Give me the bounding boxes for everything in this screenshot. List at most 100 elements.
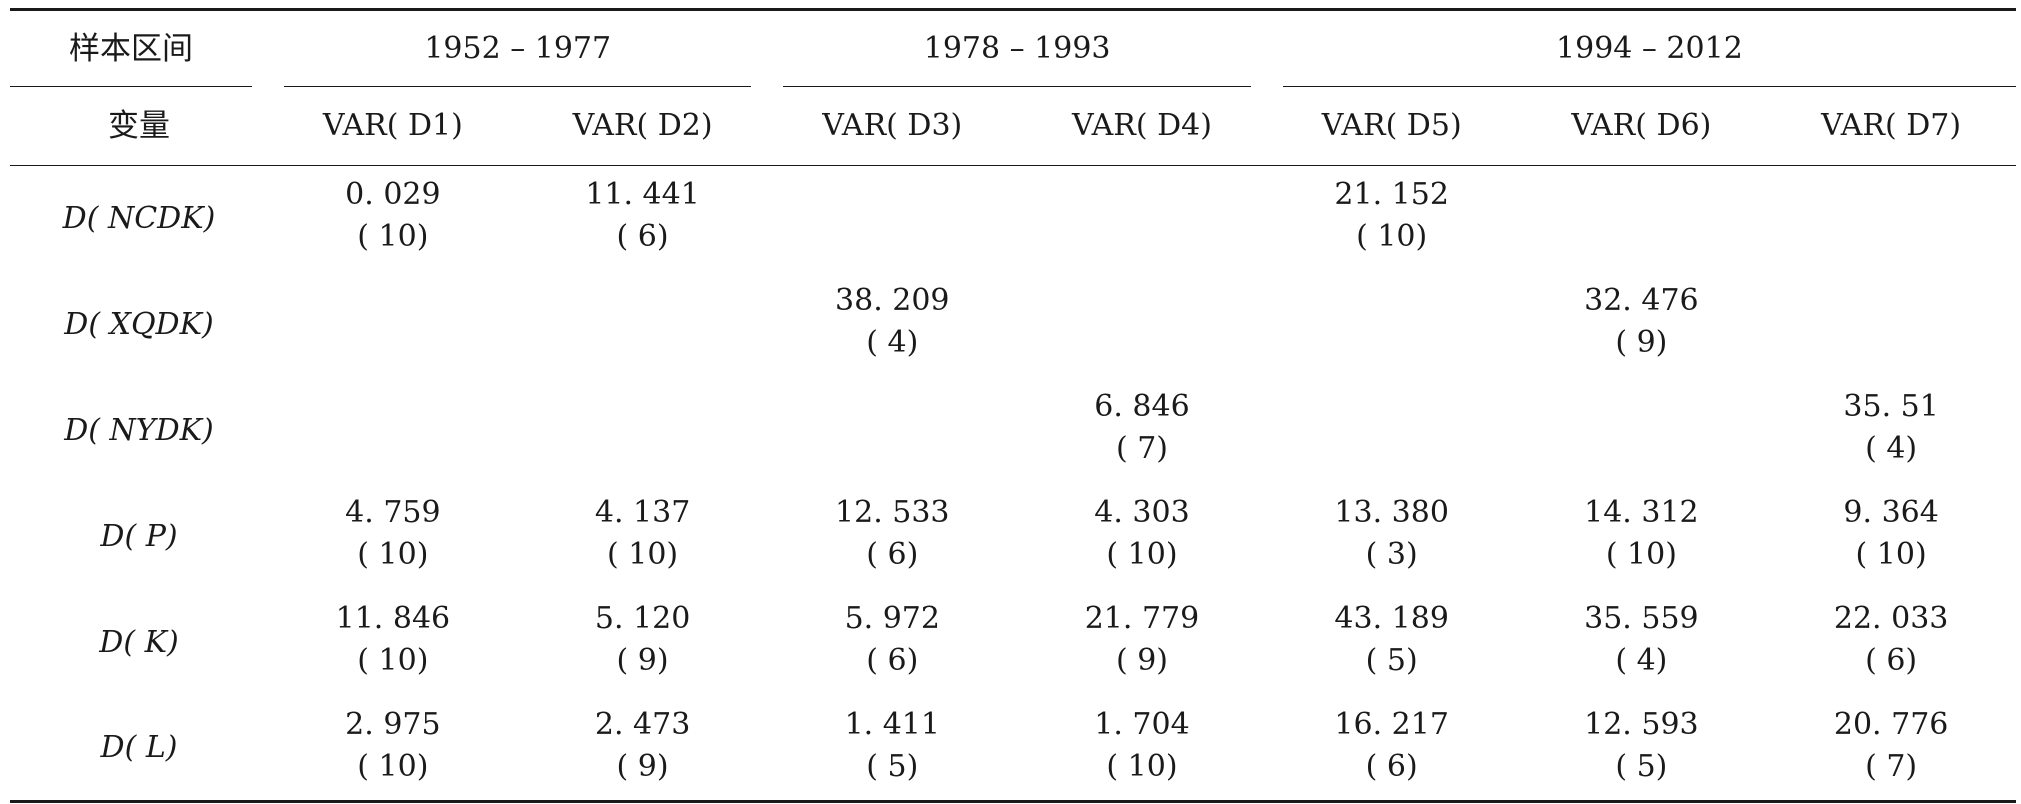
statistic-value: 4. 759 (345, 494, 441, 530)
lag-order: ( 10) (1855, 536, 1927, 572)
var-results-table: 样本区间 1952 – 1977 1978 – 1993 1994 – 2012… (10, 8, 2016, 803)
statistic-value: 12. 593 (1584, 706, 1699, 742)
lag-order: ( 9) (616, 748, 669, 784)
lag-order: ( 7) (1865, 748, 1918, 784)
statistic-value: 21. 779 (1084, 600, 1200, 636)
table-cell (1517, 166, 1767, 272)
lag-order: ( 3) (1365, 536, 1418, 572)
period-label: 1994 – 2012 (1282, 12, 2016, 87)
lag-order: ( 10) (357, 642, 429, 678)
statistic-value: 35. 51 (1843, 388, 1939, 424)
lag-order: ( 9) (1115, 642, 1168, 678)
table-row: D( L) 2. 975 ( 10) 2. 473 ( 9) 1. 411 ( 5) 1. 7… (10, 695, 2016, 803)
table-cell: 2. 473 ( 9) (517, 695, 768, 803)
variable-header-row: 变量 VAR( D1) VAR( D2) VAR( D3) VAR( D4) V… (10, 87, 2016, 166)
period-header-3: 1994 – 2012 (1266, 8, 2016, 87)
statistic-value: 2. 473 (594, 706, 691, 742)
lag-order: ( 4) (866, 324, 919, 360)
table-cell (1017, 166, 1267, 272)
statistic-value: 6. 846 (1094, 388, 1190, 424)
statistic-value: 22. 033 (1833, 600, 1949, 636)
table-cell: 21. 152 ( 10) (1267, 166, 1517, 272)
table-cell: 35. 51 ( 4) (1766, 378, 2016, 484)
table-cell: 9. 364 ( 10) (1766, 484, 2016, 590)
lag-order: ( 6) (616, 219, 669, 254)
period-header-1: 1952 – 1977 (268, 8, 768, 87)
lag-order: ( 10) (357, 536, 429, 572)
table-cell: 4. 303 ( 10) (1017, 484, 1267, 590)
statistic-value: 5. 120 (594, 600, 691, 636)
statistic-value: 2. 975 (345, 706, 441, 742)
period-header-row: 样本区间 1952 – 1977 1978 – 1993 1994 – 2012 (10, 8, 2016, 87)
lag-order: ( 4) (1865, 430, 1918, 466)
table-cell: 32. 476 ( 9) (1517, 272, 1767, 378)
table-cell: 4. 759 ( 10) (268, 484, 518, 590)
column-header: VAR( D7) (1766, 87, 2016, 166)
table-cell: 5. 120 ( 9) (518, 590, 768, 696)
lag-order: ( 9) (1615, 324, 1668, 360)
statistic-value: 9. 364 (1843, 494, 1939, 530)
statistic-value: 5. 972 (844, 600, 940, 636)
statistic-value: 21. 152 (1334, 177, 1449, 212)
lag-order: ( 6) (1365, 748, 1418, 784)
table-cell (767, 166, 1017, 272)
period-label: 1978 – 1993 (783, 12, 1251, 87)
statistic-value: 13. 380 (1334, 494, 1449, 530)
table-cell: 5. 972 ( 6) (767, 590, 1017, 696)
statistic-value: 4. 303 (1094, 494, 1190, 530)
table-cell (1517, 378, 1767, 484)
row-label: D( P) (100, 518, 178, 554)
statistic-value: 20. 776 (1833, 706, 1949, 742)
lag-order: ( 6) (1865, 642, 1918, 678)
statistic-value: 32. 476 (1584, 282, 1699, 318)
table-row: D( XQDK) 38. 209 ( 4) 32. 476 ( 9) (10, 272, 2016, 378)
table-cell: 21. 779 ( 9) (1017, 590, 1267, 696)
table-cell: 1. 704 ( 10) (1017, 695, 1267, 803)
table-cell: 4. 137 ( 10) (518, 484, 768, 590)
table-row: D( NYDK) 6. 846 ( 7) 35. 51 ( 4) (10, 378, 2016, 484)
period-label: 1952 – 1977 (284, 12, 752, 87)
table-cell: 35. 559 ( 4) (1517, 590, 1767, 696)
statistic-value: 12. 533 (835, 494, 950, 530)
column-header: VAR( D3) (767, 87, 1018, 166)
lag-order: ( 10) (357, 219, 429, 254)
sample-interval-header: 样本区间 (10, 8, 269, 87)
table-cell: 6. 846 ( 7) (1017, 378, 1267, 484)
statistic-value: 43. 189 (1334, 600, 1449, 636)
column-header: VAR( D1) (268, 87, 518, 166)
table-cell (1267, 272, 1517, 378)
lag-order: ( 7) (1115, 430, 1168, 466)
row-label: D( K) (99, 624, 179, 660)
table-cell (518, 378, 768, 484)
statistic-value: 35. 559 (1584, 600, 1699, 636)
table-cell (1017, 272, 1267, 378)
lag-order: ( 9) (616, 642, 669, 678)
column-header: VAR( D4) (1017, 87, 1267, 166)
table-cell (268, 378, 518, 484)
table-cell (1766, 272, 2016, 378)
statistic-value: 1. 411 (844, 706, 940, 742)
table-cell: 0. 029 ( 10) (268, 166, 518, 272)
table-cell: 16. 217 ( 6) (1266, 695, 1517, 803)
row-label: D( XQDK) (64, 306, 214, 342)
table-cell: 22. 033 ( 6) (1766, 590, 2016, 696)
lag-order: ( 5) (866, 748, 919, 784)
table-body: D( NCDK) 0. 029 ( 10) 11. 441 ( 6) 21. 152 ( 1… (10, 166, 2016, 803)
variable-header: 变量 (10, 87, 269, 166)
row-label: D( NCDK) (62, 200, 216, 236)
table-cell: 1. 411 ( 5) (767, 695, 1018, 803)
table-cell: 12. 593 ( 5) (1516, 695, 1767, 803)
table-row: D( NCDK) 0. 029 ( 10) 11. 441 ( 6) 21. 152 ( 1… (10, 166, 2016, 272)
statistic-value: 14. 312 (1584, 494, 1699, 530)
lag-order: ( 10) (1106, 748, 1178, 784)
table-cell: 2. 975 ( 10) (268, 695, 518, 803)
lag-order: ( 10) (357, 748, 429, 784)
table-row: D( P) 4. 759 ( 10) 4. 137 ( 10) 12. 533 ( 6) 4.… (10, 484, 2016, 590)
lag-order: ( 4) (1615, 642, 1668, 678)
row-label: D( L) (10, 695, 269, 803)
table-cell (767, 378, 1017, 484)
column-header: VAR( D2) (517, 87, 768, 166)
lag-order: ( 5) (1615, 748, 1668, 784)
lag-order: ( 10) (1106, 536, 1178, 572)
statistic-value: 1. 704 (1094, 706, 1190, 742)
